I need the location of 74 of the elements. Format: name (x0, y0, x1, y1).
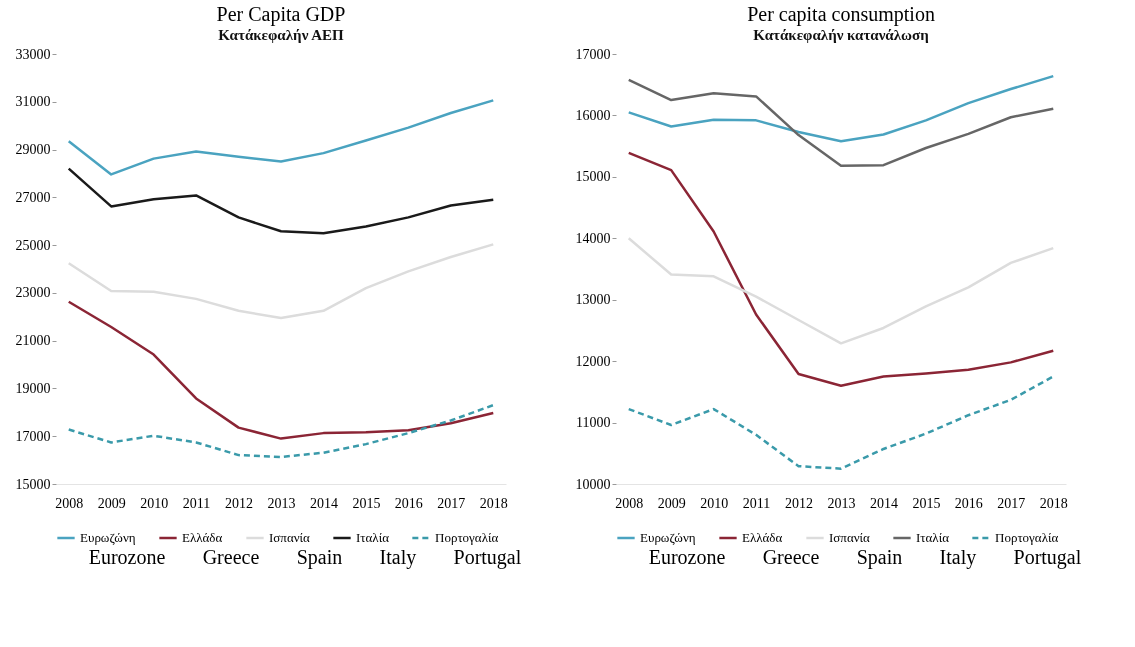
y-tick-label: 11000 (576, 415, 611, 431)
legend-label: Ισπανία (829, 530, 871, 545)
legend-label: Ευρωζώνη (640, 530, 696, 545)
text: Portugal (453, 546, 522, 569)
y-tick-label: 14000 (575, 230, 611, 246)
x-tick-label: 2013 (827, 495, 856, 511)
line-series (67, 167, 495, 235)
y-tick-label: 13000 (575, 292, 611, 308)
y-tick-label: 12000 (575, 353, 611, 369)
x-tick-label: 2012 (225, 495, 254, 511)
legend-label: Ισπανία (269, 530, 311, 545)
chart-title: Per Capita GDP (216, 3, 346, 26)
y-tick-label: 27000 (15, 189, 51, 205)
x-tick-label: 2008 (615, 495, 644, 511)
x-tick-label: 2012 (785, 495, 814, 511)
x-tick-label: 2014 (309, 495, 338, 511)
x-tick-label: 2017 (437, 495, 466, 511)
y-tick-label: 21000 (15, 333, 51, 349)
y-tick-label: 15000 (15, 476, 51, 492)
x-tick-label: 2011 (742, 495, 771, 511)
y-tick-label: 16000 (575, 107, 611, 123)
text: Italy (939, 546, 977, 569)
line-series (67, 99, 495, 176)
x-tick-label: 2016 (394, 495, 423, 511)
text: Greece (202, 546, 260, 569)
y-tick-label: 15000 (575, 169, 611, 185)
x-tick-label: 2013 (267, 495, 296, 511)
x-tick-label: 2010 (140, 495, 169, 511)
text: Spain (296, 546, 343, 569)
line-series (67, 300, 495, 440)
x-tick-label: 2018 (1039, 495, 1068, 511)
y-tick-label: 31000 (15, 94, 51, 110)
legend-label: Ελλάδα (182, 530, 223, 545)
text: Italy (379, 546, 417, 569)
x-tick-label: 2014 (869, 495, 898, 511)
y-tick-label: 33000 (15, 46, 51, 62)
y-tick-label: 23000 (15, 285, 51, 301)
line-series (627, 151, 1055, 387)
line-series (67, 403, 495, 459)
chart-title: Per capita consumption (747, 3, 935, 26)
y-tick-label: 10000 (575, 476, 611, 492)
y-tick-label: 25000 (15, 237, 51, 253)
y-tick-label: 29000 (15, 142, 51, 158)
x-tick-label: 2015 (912, 495, 941, 511)
legend-label: Ελλάδα (742, 530, 783, 545)
chart-subtitle: Κατάκεφαλήν κατανάλωση (753, 27, 929, 43)
text: Greece (762, 546, 820, 569)
line-series (627, 375, 1055, 470)
x-tick-label: 2016 (954, 495, 983, 511)
legend-label: Πορτογαλία (435, 530, 499, 545)
y-tick-label: 17000 (15, 428, 51, 444)
legend-label: Πορτογαλία (995, 530, 1059, 545)
text: Eurozone (648, 546, 726, 569)
legend-label: Ιταλία (356, 530, 390, 545)
x-tick-label: 2015 (352, 495, 381, 511)
line-series (627, 78, 1055, 168)
text: Spain (856, 546, 903, 569)
line-series (627, 74, 1055, 143)
legend-label: Ευρωζώνη (80, 530, 136, 545)
y-tick-label: 17000 (575, 46, 611, 62)
x-tick-label: 2017 (997, 495, 1026, 511)
x-tick-label: 2008 (55, 495, 84, 511)
legend-label: Ιταλία (916, 530, 950, 545)
x-tick-label: 2009 (97, 495, 126, 511)
chart-subtitle: Κατάκεφαλήν ΑΕΠ (218, 27, 345, 43)
x-tick-label: 2011 (182, 495, 211, 511)
line-series (627, 237, 1055, 345)
x-tick-label: 2010 (700, 495, 729, 511)
x-tick-label: 2018 (479, 495, 508, 511)
x-tick-label: 2009 (657, 495, 686, 511)
line-series (67, 243, 495, 320)
y-tick-label: 19000 (15, 380, 51, 396)
text: Eurozone (88, 546, 166, 569)
text: Portugal (1013, 546, 1082, 569)
